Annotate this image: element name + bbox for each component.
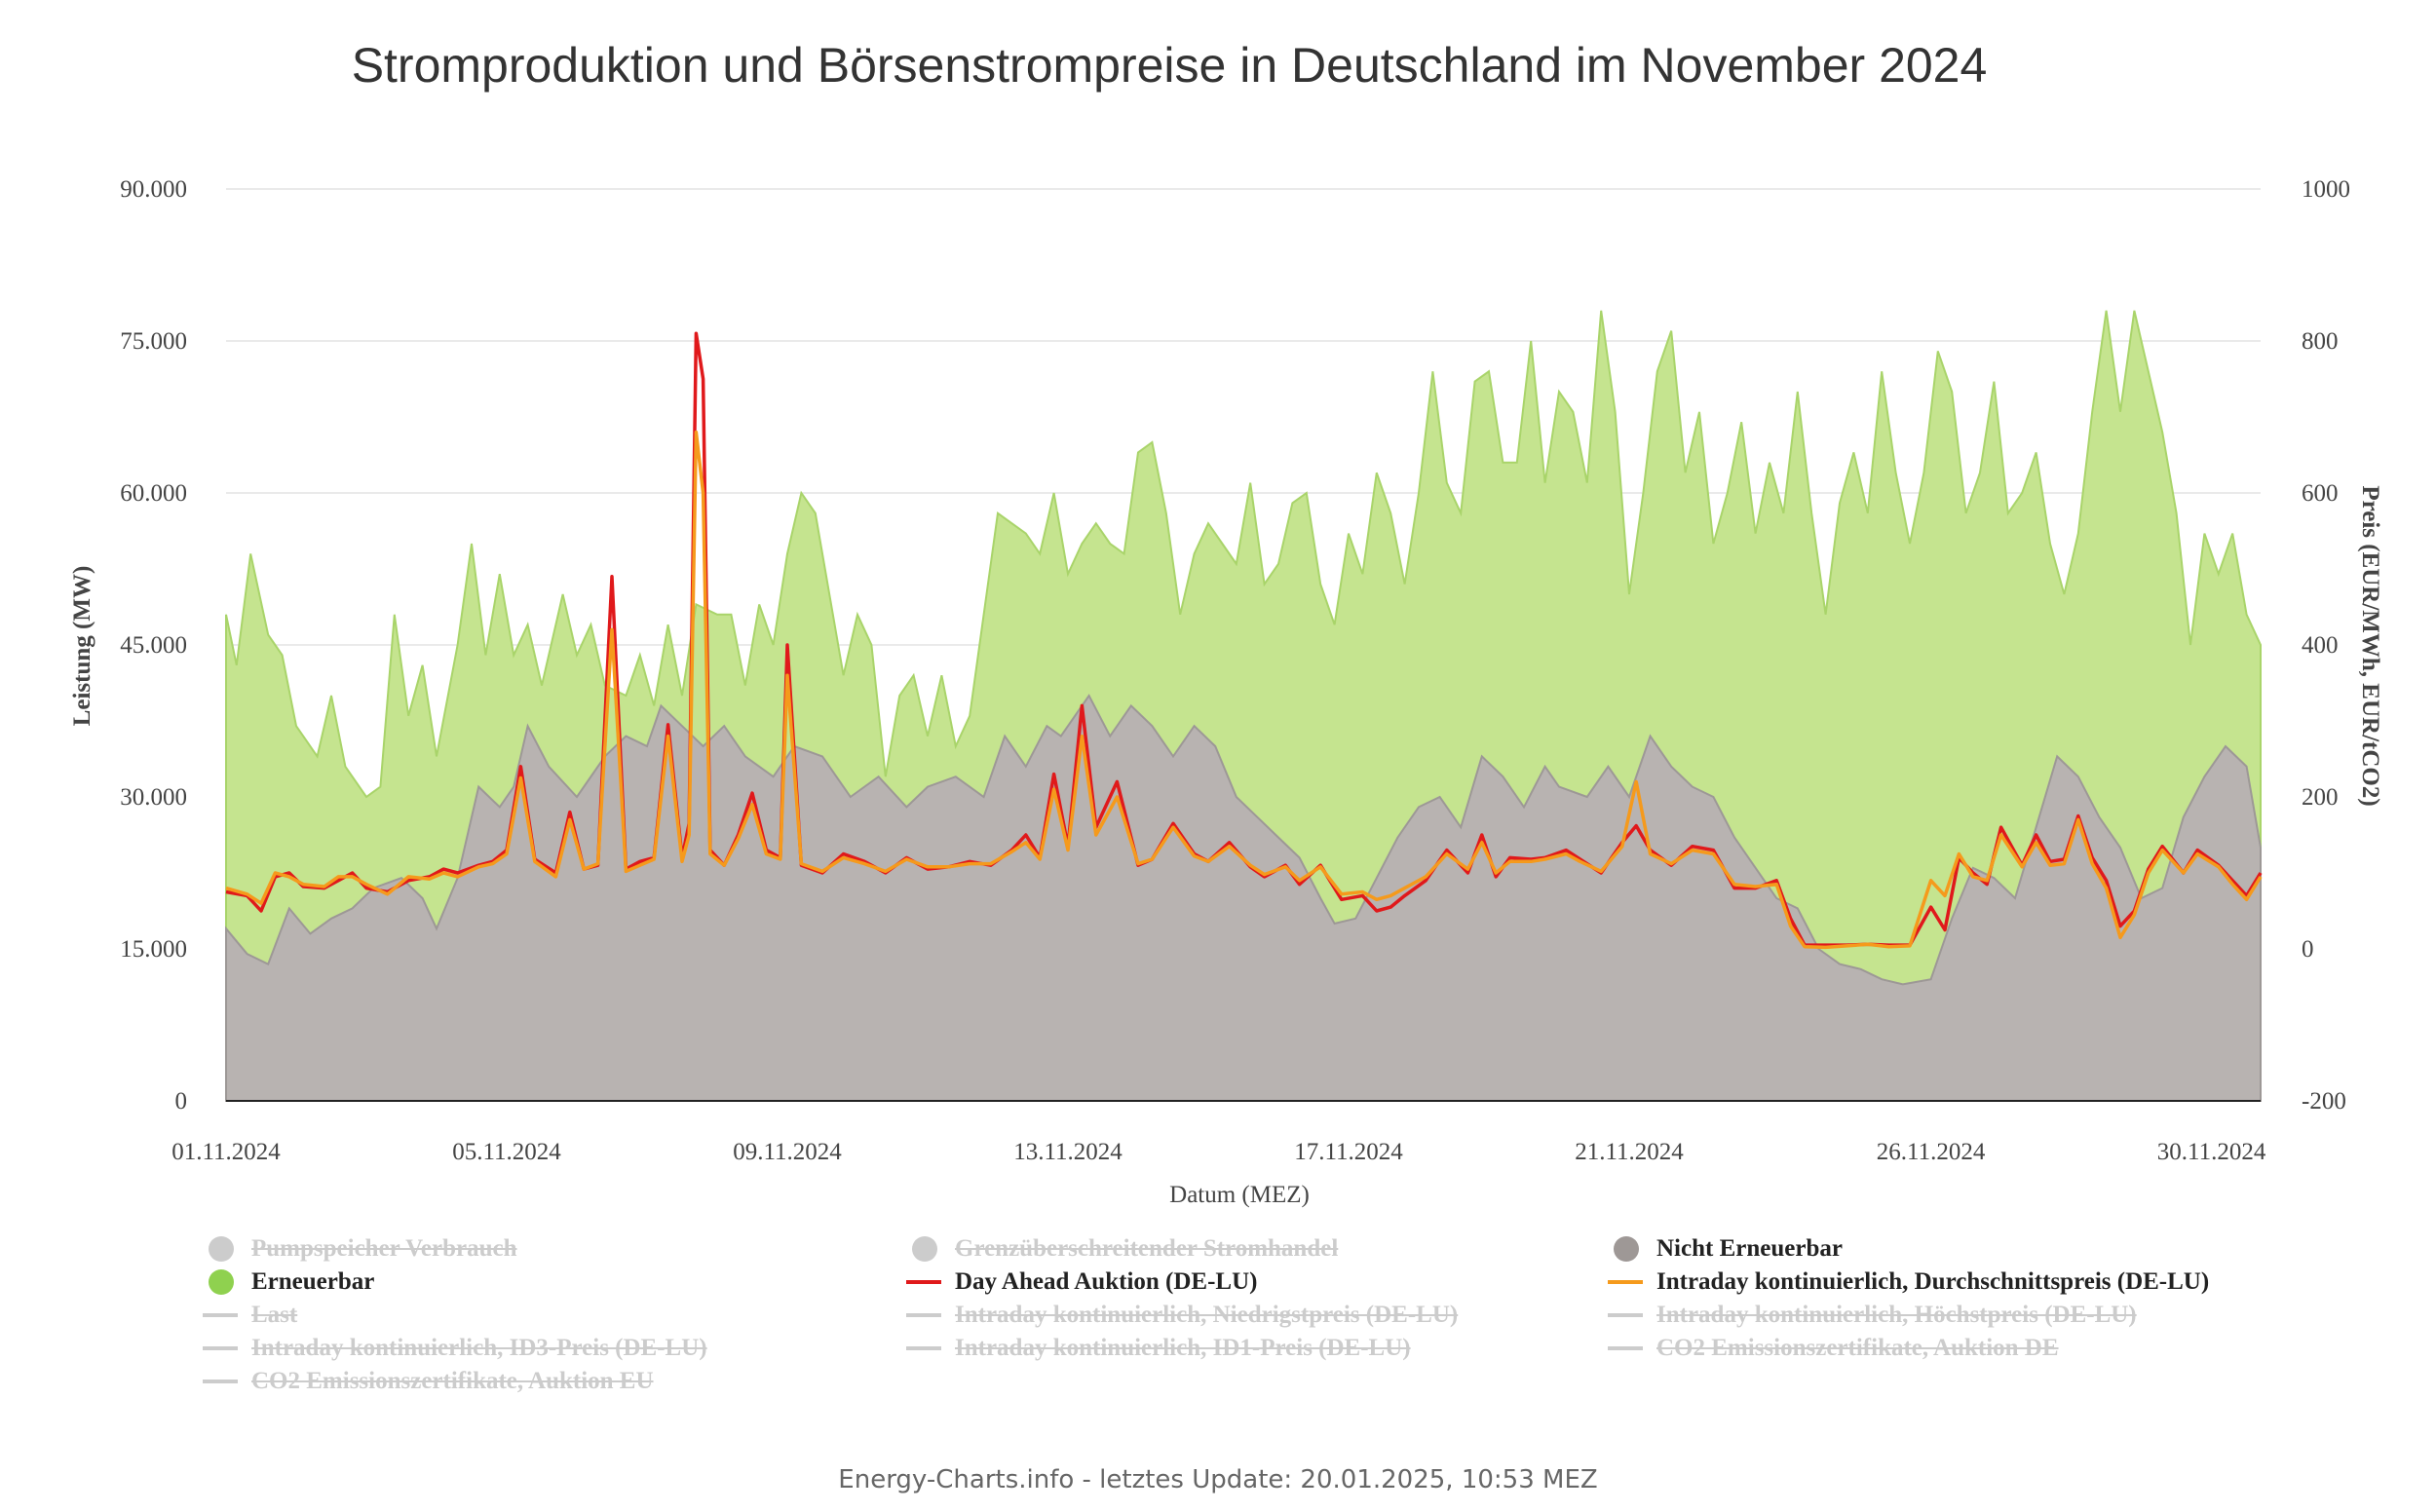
legend-label: Last [251,1302,298,1328]
legend-circle-icon [203,1268,242,1296]
line-series [225,331,2263,950]
legend-line-icon [203,1335,242,1362]
legend-label: Intraday kontinuierlich, Niedrigstpreis … [955,1302,1459,1328]
legend-item[interactable]: Grenzüberschreitender Stromhandel [906,1235,1338,1263]
legend-line-icon [1608,1268,1647,1296]
x-tick-label: 21.11.2024 [1575,1139,1684,1165]
legend-item[interactable]: Nicht Erneuerbar [1608,1235,1843,1263]
y-left-tick-label: 45.000 [120,632,187,659]
y-left-tick-label: 0 [175,1088,188,1115]
y-right-tick-label: 0 [2302,936,2314,963]
legend-label: Day Ahead Auktion (DE-LU) [955,1268,1258,1295]
legend-item[interactable]: Intraday kontinuierlich, Niedrigstpreis … [906,1302,1458,1329]
y-right-tick-label: 600 [2302,480,2339,507]
x-tick-label: 05.11.2024 [452,1139,561,1165]
legend-item[interactable]: Intraday kontinuierlich, ID3-Preis (DE-L… [203,1335,707,1362]
y-axis-right-title: Preis (EUR/MWh, EUR/tCO2) [2357,485,2383,806]
x-tick-label: 17.11.2024 [1294,1139,1403,1165]
legend-line-icon [1608,1335,1647,1362]
x-tick-label: 01.11.2024 [171,1139,281,1165]
y-left-tick-label: 90.000 [120,176,187,203]
legend-label: CO2 Emissionszertifikate, Auktion EU [251,1368,654,1394]
legend-label: Erneuerbar [251,1268,375,1295]
intraday-average-line [225,430,2263,950]
chart-title: Stromproduktion und Börsenstrompreise in… [351,38,1988,93]
y-axis-left-title: Leistung (MW) [69,566,95,727]
nonrenewable-area [225,694,2262,1102]
y-left-tick-label: 30.000 [120,784,187,811]
legend-line-icon [906,1335,945,1362]
y-right-tick-label: 200 [2302,784,2339,811]
legend-line-icon [203,1368,242,1395]
area-series [225,310,2262,1102]
chart-plot: 0 15.000 30.000 45.000 60.000 75.000 90.000 -20… [69,176,2383,1208]
x-tick-label: 26.11.2024 [1877,1139,1986,1165]
legend-item[interactable]: Last [203,1302,297,1329]
legend-item[interactable]: Erneuerbar [203,1268,374,1296]
legend-line-icon [906,1268,945,1296]
legend-line-icon [906,1302,945,1329]
legend-label: Intraday kontinuierlich, Durchschnittspr… [1656,1268,2210,1295]
x-tick-label: 09.11.2024 [733,1139,842,1165]
legend-label: CO2 Emissionszertifikate, Auktion DE [1656,1335,2059,1361]
legend-item[interactable]: CO2 Emissionszertifikate, Auktion EU [203,1368,654,1395]
x-tick-label: 13.11.2024 [1013,1139,1123,1165]
legend-line-icon [203,1302,242,1329]
y-right-tick-label: -200 [2302,1088,2346,1115]
legend-line-icon [1608,1302,1647,1329]
legend-item[interactable]: Day Ahead Auktion (DE-LU) [906,1268,1257,1296]
footer-credit: Energy-Charts.info - letztes Update: 20.… [838,1465,1598,1494]
legend-circle-icon [203,1235,242,1263]
x-tick-label: 30.11.2024 [2157,1139,2266,1165]
legend-circle-icon [906,1235,945,1263]
y-left-tick-label: 15.000 [120,936,187,963]
legend-item[interactable]: Intraday kontinuierlich, ID1-Preis (DE-L… [906,1335,1411,1362]
legend-label: Pumpspeicher Verbrauch [251,1235,517,1262]
legend-circle-icon [1608,1235,1647,1263]
y-left-tick-label: 75.000 [120,328,187,355]
axes: 0 15.000 30.000 45.000 60.000 75.000 90.000 -20… [120,176,2350,1165]
y-right-tick-label: 1000 [2302,176,2350,203]
y-right-tick-label: 400 [2302,632,2339,659]
legend-label: Intraday kontinuierlich, ID1-Preis (DE-L… [955,1335,1411,1361]
legend-label: Grenzüberschreitender Stromhandel [955,1235,1339,1262]
legend-item[interactable]: Intraday kontinuierlich, Höchstpreis (DE… [1608,1302,2137,1329]
legend-label: Nicht Erneuerbar [1656,1235,1843,1262]
y-left-tick-label: 60.000 [120,480,187,507]
legend-item[interactable]: CO2 Emissionszertifikate, Auktion DE [1608,1335,2059,1362]
x-axis-title: Datum (MEZ) [1169,1182,1310,1208]
legend-label: Intraday kontinuierlich, Höchstpreis (DE… [1656,1302,2137,1328]
legend-item[interactable]: Intraday kontinuierlich, Durchschnittspr… [1608,1268,2209,1296]
legend-label: Intraday kontinuierlich, ID3-Preis (DE-L… [251,1335,707,1361]
legend-item[interactable]: Pumpspeicher Verbrauch [203,1235,516,1263]
y-right-tick-label: 800 [2302,328,2339,355]
